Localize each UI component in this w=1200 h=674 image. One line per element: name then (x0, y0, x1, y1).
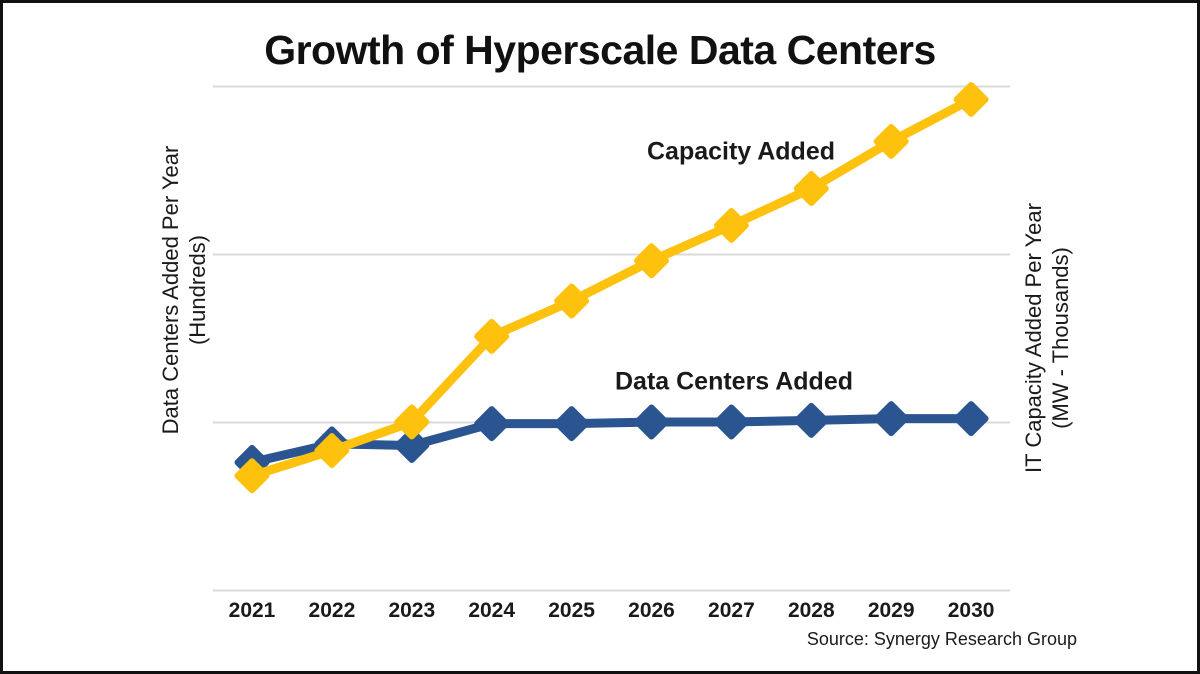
data-point-marker (793, 170, 829, 206)
data-point-marker (953, 401, 989, 437)
data-point-marker (793, 402, 829, 438)
data-point-marker (474, 406, 510, 442)
data-point-marker (314, 433, 350, 469)
x-tick-label: 2021 (228, 599, 276, 622)
series-line (247, 414, 976, 467)
left-axis-title-line1: Data Centers Added Per Year (158, 145, 183, 435)
x-tick-label: 2026 (628, 599, 675, 622)
data-point-marker (873, 401, 909, 437)
x-tick-label: 2029 (867, 599, 915, 622)
source-credit: Source: Synergy Research Group (806, 629, 1077, 649)
data-point-marker (474, 318, 510, 354)
chart-canvas (213, 81, 1010, 592)
data-point-marker (394, 428, 430, 464)
series-line (247, 94, 976, 481)
data-point-marker (953, 81, 989, 117)
series-label-capacity-added: Capacity Added (646, 137, 836, 166)
data-point-marker (394, 404, 430, 440)
x-tick-label: 2030 (947, 599, 995, 622)
data-point-marker (713, 207, 749, 243)
data-point-marker (634, 404, 669, 440)
x-tick-label: 2024 (468, 599, 516, 622)
data-point-marker (554, 406, 590, 442)
data-point-marker (713, 404, 749, 440)
right-axis-title-line2: (MW - Thousands) (1048, 247, 1073, 429)
data-point-marker (873, 123, 909, 159)
data-point-marker (234, 458, 270, 494)
gridlines (213, 85, 1010, 592)
series-label-data-centers-added: Data Centers Added (614, 367, 854, 396)
x-tick-label: 2025 (548, 599, 595, 622)
x-tick-label: 2028 (787, 599, 835, 622)
series-data-centers-added (234, 401, 989, 480)
x-tick-label: 2023 (388, 599, 436, 622)
x-tick-label: 2022 (308, 599, 356, 622)
data-point-marker (554, 283, 590, 319)
series-capacity-added (234, 81, 989, 494)
data-point-marker (634, 243, 669, 279)
left-axis-title-line2: (Hundreds) (185, 234, 210, 346)
right-axis-title-line1: IT Capacity Added Per Year (1021, 203, 1046, 473)
chart-title: Growth of Hyperscale Data Centers (264, 27, 936, 73)
x-tick-label: 2027 (708, 599, 755, 622)
